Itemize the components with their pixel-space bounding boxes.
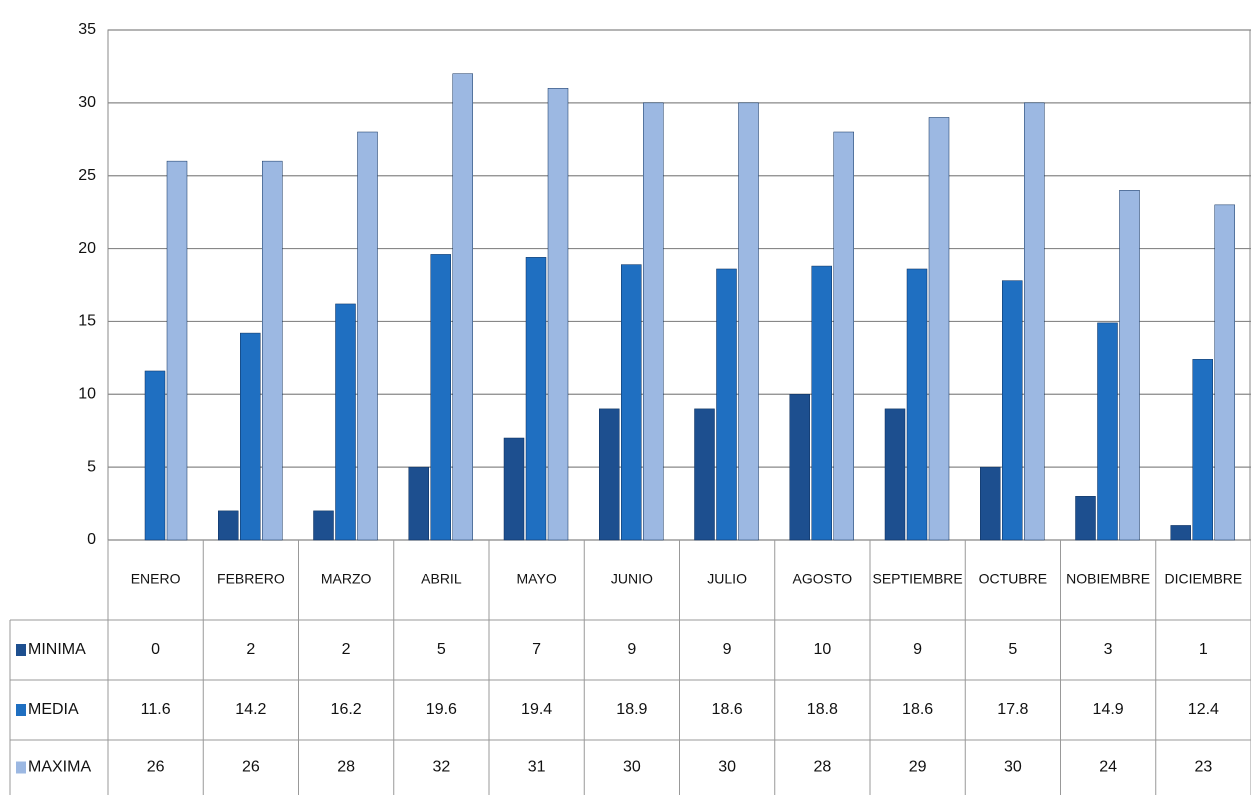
table-value: 18.8 [807,701,838,718]
bar [335,303,356,541]
legend-label: MINIMA [28,641,86,658]
bar [1075,496,1096,541]
table-value: 3 [1104,641,1113,658]
bar [980,466,1001,541]
table-value: 5 [437,641,446,658]
x-tick-label: OCTUBRE [979,571,1047,587]
y-tick-label: 20 [78,240,96,257]
table-value: 26 [242,759,260,776]
table-value: 9 [723,641,732,658]
x-tick-label: SEPTIEMBRE [873,571,963,587]
table-value: 31 [528,759,546,776]
table-value: 29 [909,759,927,776]
bar [1119,190,1140,541]
table-value: 2 [246,641,255,658]
x-tick-label: MAYO [517,571,557,587]
bar [166,160,188,541]
table-value: 14.9 [1093,701,1124,718]
y-tick-label: 10 [78,386,96,403]
bar [262,160,283,541]
table-value: 9 [627,641,636,658]
x-tick-label: MARZO [321,571,372,587]
x-tick-label: JUNIO [611,571,653,587]
table-value: 32 [432,759,450,776]
bar [357,131,378,541]
table-value: 10 [813,641,831,658]
table-value: 14.2 [235,701,266,718]
table-value: 23 [1194,759,1212,776]
y-tick-label: 5 [87,458,96,475]
table-value: 1 [1199,641,1208,658]
legend-swatch [16,704,26,716]
y-tick-label: 15 [78,313,96,330]
table-value: 12.4 [1188,701,1219,718]
legend-label: MEDIA [28,701,79,718]
table-value: 9 [913,641,922,658]
bar [430,254,451,541]
bar [811,265,832,541]
bar [547,88,569,541]
bar [694,408,715,541]
y-tick-label: 30 [78,94,96,111]
table-value: 30 [623,759,641,776]
bar [1097,322,1118,541]
table-value: 24 [1099,759,1117,776]
bar [503,437,525,541]
bar [240,332,261,541]
x-tick-label: NOBIEMBRE [1066,571,1150,587]
x-tick-label: DICIEMBRE [1164,571,1242,587]
bar [928,117,950,541]
bar [218,510,239,541]
x-tick-label: AGOSTO [793,571,853,587]
bar [144,370,166,541]
bar [1002,280,1023,541]
x-tick-label: FEBRERO [217,571,285,587]
bar [313,510,334,541]
legend-label: MAXIMA [28,759,91,776]
bar [599,408,620,541]
y-tick-label: 0 [87,531,96,548]
bar [1192,359,1213,541]
bar [1024,102,1045,541]
y-tick-label: 25 [78,167,96,184]
table-value: 2 [342,641,351,658]
x-tick-label: ENERO [131,571,181,587]
bar [716,268,737,541]
table-value: 17.8 [997,701,1028,718]
table-value: 18.9 [616,701,647,718]
bar [621,264,642,541]
bar [643,102,664,541]
bar [452,73,473,541]
table-value: 30 [718,759,736,776]
table-value: 5 [1008,641,1017,658]
table-value: 18.6 [902,701,933,718]
legend-swatch [16,644,26,656]
bar [525,257,547,541]
x-tick-label: ABRIL [421,571,462,587]
table-value: 19.6 [426,701,457,718]
table-value: 19.4 [521,701,552,718]
table-value: 7 [532,641,541,658]
table-value: 30 [1004,759,1022,776]
table-value: 11.6 [141,701,171,718]
table-value: 28 [337,759,355,776]
table-value: 18.6 [712,701,743,718]
bar [1170,525,1191,541]
y-tick-label: 35 [78,21,96,38]
table-value: 0 [151,641,160,658]
table-value: 26 [147,759,165,776]
table-value: 28 [813,759,831,776]
table-value: 16.2 [331,701,362,718]
bar [408,466,429,541]
bar [833,131,854,541]
x-tick-label: JULIO [707,571,747,587]
bar [884,408,906,541]
bar [789,394,810,541]
legend-swatch [16,761,26,774]
bar [738,102,759,541]
bar [1214,204,1235,541]
bar [906,268,928,541]
